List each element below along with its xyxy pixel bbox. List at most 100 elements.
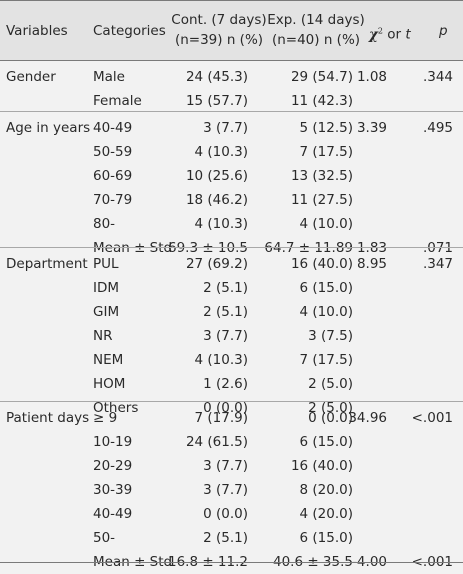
cell-p-value: .344 [422,69,453,85]
cell-experimental: 2 (5.0) [308,400,353,416]
table-row: IDM 2 (5.1) 6 (15.0) [0,276,463,300]
table-row: Female 15 (57.7) 11 (42.3) [0,89,463,113]
cell-control: 3 (7.7) [203,328,248,344]
table-row: 60-69 10 (25.6) 13 (32.5) [0,164,463,188]
cell-experimental: 11 (27.5) [290,192,353,208]
header-experimental-line2: (n=40) n (%) [271,32,361,48]
cell-experimental: 8 (20.0) [299,482,353,498]
cell-experimental: 5 (12.5) [299,120,353,136]
cell-experimental: 11 (42.3) [290,93,353,109]
cell-control: 10 (25.6) [185,168,248,184]
table-row: NR 3 (7.7) 3 (7.5) [0,324,463,348]
table-row: Others 0 (0.0) 2 (5.0) [0,396,463,420]
cell-control: 15 (57.7) [185,93,248,109]
cell-control: 3 (7.7) [203,120,248,136]
cell-category: Others [93,400,139,416]
cell-category: 50-59 [93,144,133,160]
cell-p-value: .071 [422,240,453,256]
cell-statistic: 8.95 [356,256,387,272]
table-row: 40-49 0 (0.0) 4 (20.0) [0,502,463,526]
cell-control: 2 (5.1) [203,530,248,546]
cell-control: 4 (10.3) [194,352,248,368]
cell-control: 2 (5.1) [203,304,248,320]
table-row: Department PUL 27 (69.2) 16 (40.0) 8.95 .347 [0,252,463,276]
header-control: Cont. (7 days) (n=39) n (%) [168,10,270,50]
cell-category: GIM [93,304,120,320]
table-row: 50- 2 (5.1) 6 (15.0) [0,526,463,550]
cell-control: 18 (46.2) [185,192,248,208]
cell-control: 4 (10.3) [194,144,248,160]
cell-statistic: 3.39 [356,120,387,136]
cell-experimental: 7 (17.5) [299,144,353,160]
cell-category: Mean ± Std [93,240,173,256]
table-row: 80- 4 (10.3) 4 (10.0) [0,212,463,236]
cell-control: 4 (10.3) [194,216,248,232]
cell-variable: Gender [6,69,56,85]
cell-control: 3 (7.7) [203,458,248,474]
cell-category: 40-49 [93,120,133,136]
cell-experimental: 64.7 ± 11.89 [264,240,353,256]
cell-p-value: <.001 [411,410,453,426]
cell-control: 27 (69.2) [185,256,248,272]
cell-p-value: .347 [422,256,453,272]
cell-experimental: 4 (20.0) [299,506,353,522]
cell-experimental: 3 (7.5) [308,328,353,344]
cell-experimental: 29 (54.7) [290,69,353,85]
cell-control: 24 (45.3) [185,69,248,85]
cell-category: 60-69 [93,168,133,184]
cell-category: 70-79 [93,192,133,208]
header-control-line1: Cont. (7 days) [171,12,267,28]
cell-statistic: 1.08 [356,69,387,85]
cell-category: HOM [93,376,126,392]
table-row: 20-29 3 (7.7) 16 (40.0) [0,454,463,478]
cell-category: NR [93,328,113,344]
header-variables: Variables [6,23,68,39]
cell-experimental: 16 (40.0) [290,256,353,272]
cell-control: 7 (17.9) [194,410,248,426]
cell-experimental: 2 (5.0) [308,376,353,392]
header-statistic: χ2 or t [369,26,411,43]
cell-control: 0 (0.0) [203,400,248,416]
cell-category: 80- [93,216,116,232]
header-p: p [439,23,448,39]
cell-variable: Age in years [6,120,91,136]
table-row: 50-59 4 (10.3) 7 (17.5) [0,140,463,164]
cell-category: 40-49 [93,506,133,522]
chi-symbol: χ2 [369,26,383,43]
section-2: Department PUL 27 (69.2) 16 (40.0) 8.95 .347 I… [0,247,463,420]
header-experimental-line1: Exp. (14 days) [267,12,365,28]
table-row: 30-39 3 (7.7) 8 (20.0) [0,478,463,502]
cell-experimental: 4 (10.0) [299,304,353,320]
cell-category: ≥ 9 [93,410,118,426]
header-experimental: Exp. (14 days) (n=40) n (%) [266,10,366,50]
cell-variable: Patient days [6,410,90,426]
cell-control: 2 (5.1) [203,280,248,296]
header-control-line2: (n=39) n (%) [174,32,264,48]
cell-category: NEM [93,352,124,368]
cell-statistic: 1.83 [356,240,387,256]
table-row: 70-79 18 (46.2) 11 (27.5) [0,188,463,212]
cell-experimental: 0 (0.0) [308,410,353,426]
table-row: Mean ± Std 69.3 ± 10.5 64.7 ± 11.89 1.83 .07… [0,236,463,260]
cell-category: 10-19 [93,434,133,450]
cell-category: 30-39 [93,482,133,498]
cell-category: PUL [93,256,119,272]
section-0: Gender Male 24 (45.3) 29 (54.7) 1.08 .344 Fema… [0,65,463,113]
cell-control: 24 (61.5) [185,434,248,450]
cell-category: Male [93,69,125,85]
cell-experimental: 4 (10.0) [299,216,353,232]
table-row: Patient days ≥ 9 7 (17.9) 0 (0.0) 34.96 <.001 [0,406,463,430]
table-row: HOM 1 (2.6) 2 (5.0) [0,372,463,396]
cell-control: 0 (0.0) [203,506,248,522]
cell-control: 3 (7.7) [203,482,248,498]
cell-experimental: 6 (15.0) [299,280,353,296]
cell-category: IDM [93,280,120,296]
cell-category: Female [93,93,142,109]
cell-experimental: 6 (15.0) [299,434,353,450]
table-row: GIM 2 (5.1) 4 (10.0) [0,300,463,324]
header-categories: Categories [93,23,166,39]
cell-experimental: 16 (40.0) [290,458,353,474]
table-row: 10-19 24 (61.5) 6 (15.0) [0,430,463,454]
